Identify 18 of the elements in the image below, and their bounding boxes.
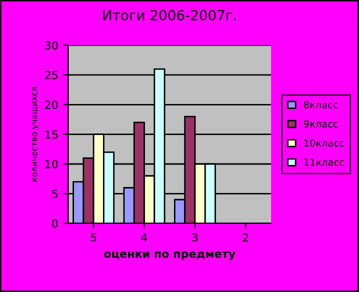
x-tick-label: 2: [242, 233, 248, 242]
x-axis-title: оценки по предмету: [104, 252, 236, 260]
legend-label: 8класс: [304, 101, 338, 108]
y-tick-label: 30: [45, 41, 58, 50]
x-tick-label: 4: [141, 233, 148, 242]
y-tick-label: 5: [52, 190, 58, 198]
y-tick-label: 15: [46, 130, 58, 139]
y-tick-label: 25: [45, 70, 58, 80]
legend-label: 11класс: [304, 158, 344, 166]
legend-label: 9класс: [304, 120, 338, 128]
x-tick-label: 3: [192, 233, 198, 242]
y-axis-title: количество учащихся: [32, 87, 39, 182]
x-tick-label: 5: [90, 233, 96, 242]
y-tick-label: 20: [45, 100, 58, 110]
y-tick-label: 10: [46, 160, 58, 168]
legend-label: 10класс: [304, 139, 344, 147]
chart-title: Итоги 2006-2007г.: [103, 10, 236, 20]
y-tick-label: 0: [52, 219, 58, 228]
